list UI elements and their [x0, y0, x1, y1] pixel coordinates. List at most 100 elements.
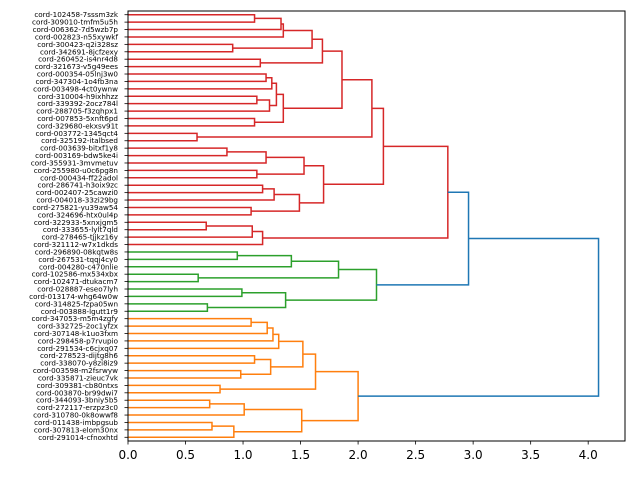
- dendrogram-link-r23: [128, 188, 275, 201]
- dendrogram-link-o3: [128, 327, 274, 342]
- leaf-label: cord-310004-h9ixhhzz: [38, 92, 119, 101]
- dendrogram-link-o1: [128, 317, 252, 327]
- leaf-label: cord-007853-5xnft6pd: [37, 114, 118, 123]
- dendrogram-link-r20: [128, 169, 258, 179]
- leaf-label: cord-288705-f3zqhpx1: [36, 107, 118, 116]
- leaf-label: cord-307813-elom30nx: [34, 425, 119, 434]
- leaf-label: cord-332725-2oc1yfzx: [37, 322, 118, 331]
- leaf-label: cord-309381-cb80ntxs: [37, 381, 119, 390]
- leaf-label: cord-260452-is4nr4d8: [38, 55, 118, 64]
- leaf-label: cord-028887-eseo7lyh: [37, 285, 118, 294]
- leaf-label: cord-002407-25cawzi0: [36, 188, 119, 197]
- dendrogram-link-r26: [299, 165, 325, 204]
- x-tick-label: 3.0: [464, 448, 483, 462]
- leaf-label: cord-003598-m2fsrwyw: [33, 366, 118, 375]
- leaf-label: cord-003870-br99dwi7: [36, 388, 118, 397]
- dendrogram-link-r15: [283, 50, 343, 110]
- dendrogram-link-o14: [128, 425, 235, 439]
- dendrogram-link-r6: [128, 58, 262, 68]
- dendrogram-link-g6: [128, 303, 209, 313]
- dendrogram-link-o13: [128, 421, 213, 431]
- dendrogram-link-r7: [260, 38, 324, 64]
- leaf-label: cord-355931-3mvmetuv: [31, 158, 119, 167]
- leaf-label: cord-004280-c470nlie: [39, 262, 119, 271]
- dendrogram-link-g3: [128, 273, 199, 283]
- dendrogram-link-o7: [240, 358, 272, 376]
- leaf-label: cord-291534-c6cjxq07: [37, 344, 118, 353]
- leaf-label: cord-255980-u0c6pg8n: [34, 166, 118, 175]
- dendrogram-link-o16: [301, 370, 359, 422]
- dendrogram-link-o8: [270, 340, 304, 368]
- leaf-label: cord-003888-lgutt1r9: [41, 307, 119, 316]
- dendrogram-link-g2: [128, 254, 293, 268]
- leaf-label: cord-314825-fzpa05wn: [35, 299, 118, 308]
- dendrogram-link-r9: [128, 76, 273, 90]
- dendrogram-link-r25: [251, 193, 301, 212]
- leaf-label: cord-267531-tqqj4cy0: [38, 255, 118, 264]
- dendrogram-link-o11: [128, 399, 211, 409]
- dendrogram-link-r4: [128, 43, 234, 53]
- leaf-label: cord-321112-w7x1dkds: [33, 240, 118, 249]
- leaf-label: cord-309010-tmfm5u5h: [32, 18, 118, 27]
- plot-area: [128, 13, 600, 439]
- dendrogram-link-r31: [262, 145, 449, 239]
- leaf-label: cord-000354-05lnj3w0: [37, 70, 119, 79]
- dendrogram-link-r1: [128, 13, 256, 23]
- x-tick-label: 3.5: [521, 448, 540, 462]
- dendrogram-link-b1: [376, 191, 470, 286]
- dendrogram-link-r10: [128, 95, 258, 105]
- x-axis: 0.0 0.5 1.0 1.5 2.0 2.5 3.0 3.5 4.0: [118, 441, 598, 462]
- x-tick-label: 0.0: [118, 448, 137, 462]
- dendrogram-link-r21: [256, 156, 305, 175]
- x-tick-label: 2.0: [349, 448, 368, 462]
- x-tick-label: 2.5: [406, 448, 425, 462]
- dendrogram-link-r2: [128, 17, 282, 31]
- dendrogram-link-r19: [128, 151, 267, 164]
- leaf-label: cord-338070-y8zi8iz9: [40, 359, 118, 368]
- dendrogram-link-b2: [358, 237, 600, 397]
- dendrogram-link-r13: [128, 117, 256, 127]
- dendrogram-link-o10: [220, 353, 317, 390]
- dendrogram-link-r16: [128, 132, 198, 142]
- dendrogram-link-g4: [198, 260, 340, 279]
- leaf-label: cord-278465-tjjkz16y: [41, 233, 118, 242]
- dendrogram-link-g1: [128, 251, 239, 261]
- leaf-label: cord-013174-whg64w0w: [29, 292, 118, 301]
- dendrogram-link-o9: [128, 384, 221, 394]
- leaf-label: cord-347053-m5m4zgfy: [31, 314, 118, 323]
- leaf-label: cord-321673-v5g49ees: [35, 62, 119, 71]
- leaf-label: cord-342691-8jcfzexy: [40, 47, 119, 56]
- leaf-label: cord-006362-7d5wzb7p: [33, 25, 119, 34]
- leaf-label: cord-322933-5xnxjgm5: [34, 218, 118, 227]
- dendrogram-link-g5: [128, 288, 243, 298]
- leaf-label: cord-286741-h3oix9zc: [38, 181, 118, 190]
- leaf-label: cord-275821-yu39aw54: [32, 203, 118, 212]
- dendrogram-link-g7: [207, 291, 287, 309]
- dendrogram-link-r8: [128, 73, 267, 83]
- leaf-label: cord-272117-erzpz3c0: [37, 403, 118, 412]
- leaf-label: cord-003772-1345qct4: [35, 129, 118, 138]
- dendrogram-link-r30: [128, 230, 264, 246]
- leaf-label: cord-000434-ff22adol: [40, 173, 118, 182]
- leaf-label: cord-102586-mx534xbx: [32, 270, 119, 279]
- leaf-label: cord-011438-imbpgsub: [34, 418, 118, 427]
- axes-frame: [127, 10, 626, 442]
- dendrogram-link-r12: [269, 82, 278, 107]
- leaf-label: cord-003639-bitxf1y8: [40, 144, 118, 153]
- leaf-label: cord-291014-cfnoxhtd: [38, 433, 118, 442]
- dendrogram-link-r5: [232, 29, 313, 49]
- dendrogram-link-g8: [285, 268, 378, 301]
- x-tick-label: 0.5: [176, 448, 195, 462]
- dendrogram-link-r29: [128, 225, 253, 238]
- dendrogram-link-r27: [323, 107, 385, 186]
- dendrogram-link-o6: [128, 369, 242, 379]
- dendrogram-link-r17: [197, 78, 373, 138]
- leaf-label: cord-324696-htx0ul4p: [38, 210, 119, 219]
- leaf-label: cord-003498-4ct0ywnw: [33, 84, 118, 93]
- dendrogram-link-r28: [128, 221, 207, 231]
- x-tick-label: 1.0: [233, 448, 252, 462]
- leaf-label: cord-298458-p7rvupio: [38, 336, 118, 345]
- leaf-label: cord-300423-q2i328sz: [37, 40, 118, 49]
- leaf-label: cord-339392-2ocz784l: [37, 99, 118, 108]
